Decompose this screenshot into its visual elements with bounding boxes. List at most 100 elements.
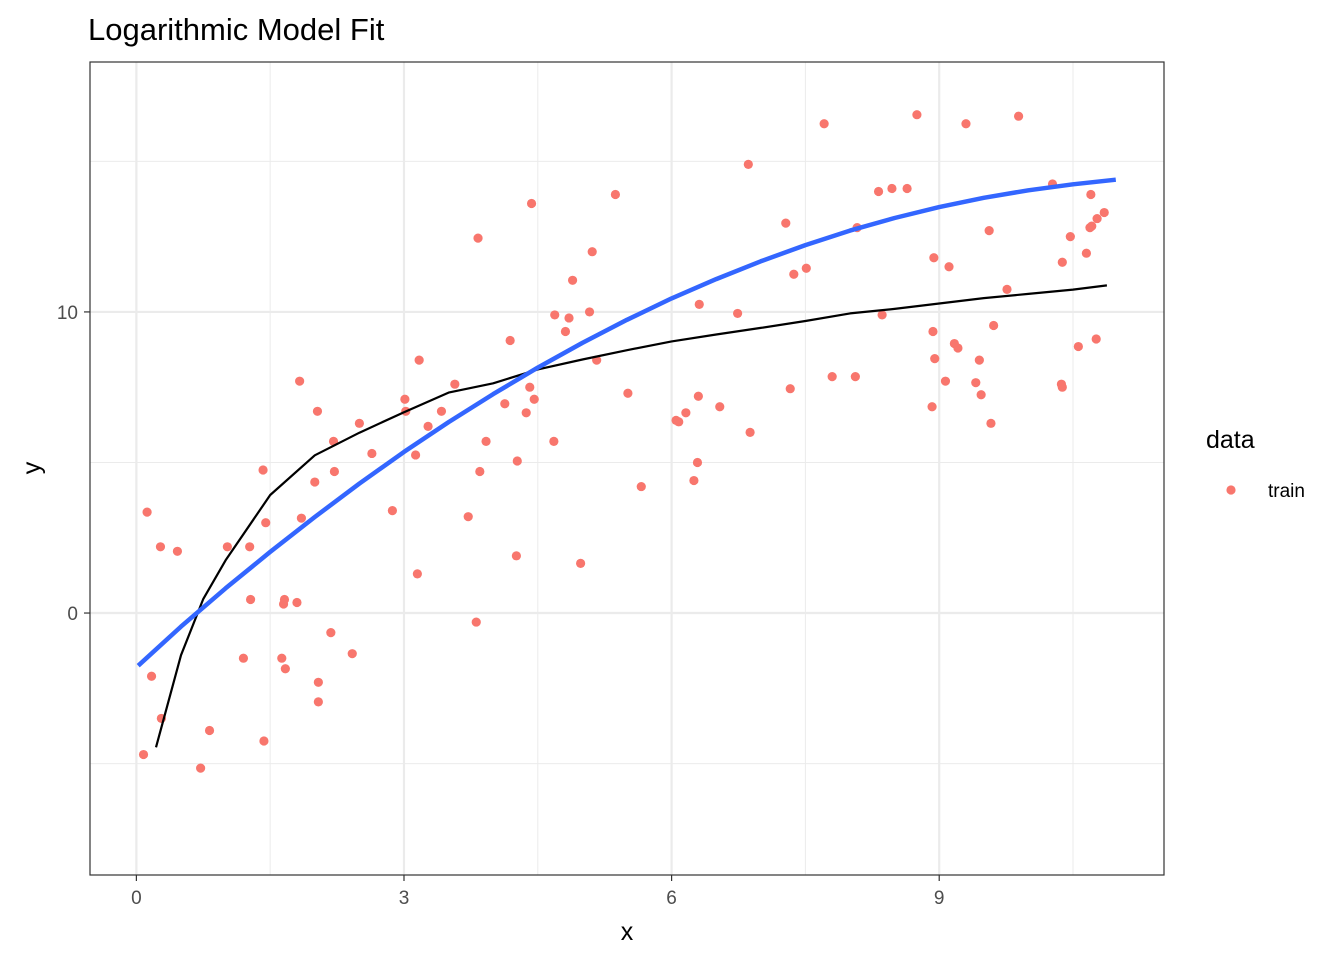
data-point	[681, 408, 691, 418]
data-point	[261, 518, 271, 528]
data-point	[827, 372, 837, 382]
data-point	[500, 399, 510, 409]
x-tick-label: 6	[666, 888, 677, 909]
data-point	[715, 402, 725, 412]
data-point	[1057, 257, 1067, 267]
legend-title: data	[1206, 426, 1255, 454]
data-point	[674, 417, 684, 427]
data-point	[142, 507, 152, 517]
data-point	[245, 594, 256, 605]
data-point	[138, 749, 149, 760]
data-point	[423, 421, 433, 431]
data-point	[481, 436, 491, 446]
train-points	[138, 110, 1109, 773]
fit-lines	[136, 177, 1117, 748]
data-point	[475, 466, 485, 477]
data-point	[743, 159, 753, 169]
data-point	[512, 456, 522, 466]
data-point	[912, 110, 922, 120]
data-point	[953, 343, 963, 353]
data-point	[801, 263, 811, 273]
data-point	[238, 653, 249, 663]
plot-panel-background	[90, 62, 1164, 875]
data-point	[295, 376, 305, 386]
x-tick-label: 0	[131, 888, 142, 909]
data-point	[196, 763, 206, 773]
chart-title: Logarithmic Model Fit	[88, 12, 385, 47]
data-point	[902, 183, 912, 194]
data-point	[929, 253, 939, 263]
data-point	[694, 299, 704, 309]
legend-key-train	[1226, 485, 1236, 495]
data-point	[313, 697, 323, 707]
data-point	[280, 664, 290, 674]
x-tick-label: 9	[934, 888, 945, 909]
y-axis: 0 10	[57, 303, 90, 625]
x-axis: 0 3 6 9	[131, 875, 944, 909]
data-point	[733, 308, 743, 319]
data-point	[450, 379, 460, 389]
data-point	[525, 382, 535, 392]
data-point	[693, 391, 703, 401]
data-point	[347, 649, 357, 659]
data-point	[971, 378, 981, 388]
data-point	[1002, 284, 1012, 294]
data-point	[986, 418, 996, 428]
data-point	[940, 376, 951, 386]
data-point	[387, 506, 397, 516]
data-point	[279, 594, 290, 605]
x-axis-title: x	[621, 918, 634, 946]
data-point	[312, 406, 323, 416]
data-point	[367, 448, 377, 459]
data-point	[172, 546, 183, 556]
data-point	[550, 310, 560, 320]
legend: data train	[1206, 426, 1305, 502]
data-point	[326, 628, 336, 638]
y-tick-label: 0	[67, 604, 78, 625]
data-point	[511, 551, 521, 561]
data-point	[521, 408, 531, 418]
data-point	[258, 465, 268, 475]
data-point	[204, 725, 215, 736]
data-point	[526, 198, 537, 209]
data-point	[471, 617, 481, 627]
data-point	[1057, 382, 1067, 392]
data-point	[974, 355, 984, 365]
data-point	[245, 542, 255, 552]
legend-label-train: train	[1268, 481, 1305, 502]
data-point	[623, 388, 633, 398]
data-point	[976, 390, 986, 400]
log-fit-line	[136, 177, 1117, 668]
data-point	[222, 542, 232, 552]
data-point	[576, 558, 586, 568]
data-point	[259, 736, 269, 746]
data-point	[436, 406, 447, 416]
data-point	[989, 320, 999, 331]
data-point	[610, 189, 621, 200]
data-point	[785, 384, 795, 394]
data-point	[296, 513, 307, 523]
data-point	[292, 597, 302, 608]
data-point	[850, 372, 860, 382]
data-point	[789, 269, 799, 279]
data-point	[1099, 207, 1109, 218]
data-point	[1086, 189, 1096, 200]
y-axis-title: y	[18, 461, 46, 474]
data-point	[463, 512, 473, 522]
data-point	[1087, 221, 1097, 231]
data-point	[155, 542, 166, 552]
data-point	[277, 653, 287, 663]
data-point	[887, 183, 897, 194]
data-point	[1092, 213, 1102, 224]
data-point	[473, 233, 483, 243]
data-point	[961, 119, 971, 129]
data-point	[692, 457, 703, 468]
grid-major	[90, 62, 1164, 875]
data-point	[745, 427, 755, 437]
data-point	[928, 326, 938, 337]
data-point	[567, 275, 578, 285]
data-point	[584, 307, 595, 317]
data-point	[414, 355, 424, 365]
data-point	[354, 418, 364, 428]
grid-minor	[90, 62, 1164, 875]
